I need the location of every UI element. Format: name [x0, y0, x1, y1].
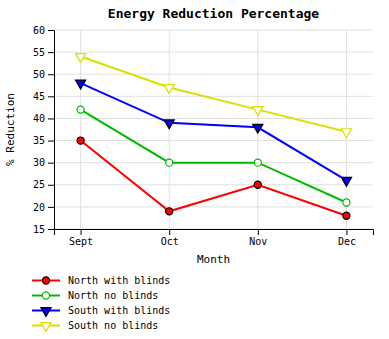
legend-item: North no blinds [32, 290, 158, 301]
series [77, 137, 350, 219]
y-axis: 15 20 25 30 35 40 45 50 55 60 [33, 25, 55, 235]
y-tick-label: 55 [33, 47, 45, 58]
title: Energy Reduction Percentage [108, 6, 319, 21]
y-axis-line [48, 31, 55, 230]
legend-item: North with blinds [32, 275, 170, 286]
y-tick-label: 35 [33, 135, 45, 146]
y-tick: 50 [33, 69, 54, 80]
grid-line-y [54, 96, 373, 97]
y-tick: 40 [33, 113, 54, 124]
grid [54, 30, 373, 229]
legend-label: South with blinds [68, 305, 170, 316]
series-marker [166, 208, 173, 215]
y-tick-label: 25 [33, 179, 45, 190]
x-tick: Nov [249, 229, 267, 247]
x-tick-mark [81, 229, 82, 235]
y-tick-mark [48, 30, 54, 31]
x-axis-title: Month [197, 253, 230, 266]
y-tick-label: 50 [33, 69, 45, 80]
legend-label: North with blinds [68, 275, 170, 286]
chart: 15 20 25 30 35 40 45 50 55 60 Sept Oct Nov Dec Energy … [0, 0, 389, 339]
y-tick-mark [48, 185, 54, 186]
grid-line-y [54, 118, 373, 119]
x-tick-mark [169, 229, 170, 235]
y-axis-title: % Reduction [4, 93, 17, 166]
series-marker [341, 177, 351, 186]
y-tick: 30 [33, 157, 54, 168]
series-marker [253, 107, 263, 116]
y-tick: 25 [33, 179, 54, 190]
series-marker [343, 199, 350, 206]
x-tick: Oct [161, 229, 179, 247]
series-marker [343, 212, 350, 219]
series-marker [254, 181, 261, 188]
legend-symbol [42, 277, 49, 284]
y-tick: 35 [33, 135, 54, 146]
y-tick: 20 [33, 202, 54, 213]
y-tick: 15 [33, 224, 54, 235]
x-axis-line [55, 230, 374, 236]
y-tick-mark [48, 52, 54, 53]
y-tick: 60 [33, 25, 54, 36]
series [77, 106, 350, 206]
y-tick: 45 [33, 91, 54, 102]
series-marker [254, 159, 261, 166]
y-tick-mark [48, 96, 54, 97]
legend-symbol [41, 323, 51, 332]
legend-item: South no blinds [32, 320, 158, 331]
y-tick-mark [48, 74, 54, 75]
grid-line-y [54, 140, 373, 141]
y-tick-mark [48, 141, 54, 142]
x-tick-label: Sept [69, 236, 93, 247]
legend-item: South with blinds [32, 305, 170, 316]
series-line [81, 57, 347, 132]
grid-line-y [54, 206, 373, 207]
y-tick-mark [48, 229, 54, 230]
series-marker [75, 54, 85, 63]
series-marker [341, 129, 351, 138]
x-axis: Sept Oct Nov Dec [55, 229, 374, 247]
x-tick-mark [258, 229, 259, 235]
series-marker [77, 106, 84, 113]
grid-line-y [54, 52, 373, 53]
y-tick-label: 30 [33, 157, 45, 168]
y-tick-label: 15 [33, 224, 45, 235]
plot-area: 15 20 25 30 35 40 45 50 55 60 Sept Oct Nov Dec [33, 25, 374, 247]
x-tick: Dec [338, 229, 356, 247]
x-tick: Sept [69, 229, 93, 247]
grid-line-y [54, 30, 373, 31]
grid-line-y [54, 74, 373, 75]
series-marker [253, 124, 263, 133]
series-marker [164, 120, 174, 129]
x-tick-label: Oct [161, 236, 179, 247]
y-tick: 55 [33, 47, 54, 58]
legend-label: South no blinds [68, 320, 158, 331]
legend-label: North no blinds [68, 290, 158, 301]
x-tick-label: Nov [249, 236, 267, 247]
legend-symbol [41, 308, 51, 317]
series-marker [164, 85, 174, 94]
series [75, 80, 351, 186]
y-tick-mark [48, 118, 54, 119]
y-tick-label: 60 [33, 25, 45, 36]
series-marker [77, 137, 84, 144]
y-tick-mark [48, 207, 54, 208]
legend-symbol [42, 292, 49, 299]
series-marker [75, 80, 85, 89]
series-marker [166, 159, 173, 166]
y-tick-label: 45 [33, 91, 45, 102]
x-tick-label: Dec [338, 236, 356, 247]
series-group [75, 54, 351, 220]
series [75, 54, 351, 138]
x-tick-mark [346, 229, 347, 235]
y-tick-mark [48, 163, 54, 164]
legend: North with blinds North no blinds South wi… [32, 275, 170, 331]
y-tick-label: 40 [33, 113, 45, 124]
series-line [81, 141, 347, 216]
grid-line-y [54, 184, 373, 185]
y-tick-label: 20 [33, 202, 45, 213]
